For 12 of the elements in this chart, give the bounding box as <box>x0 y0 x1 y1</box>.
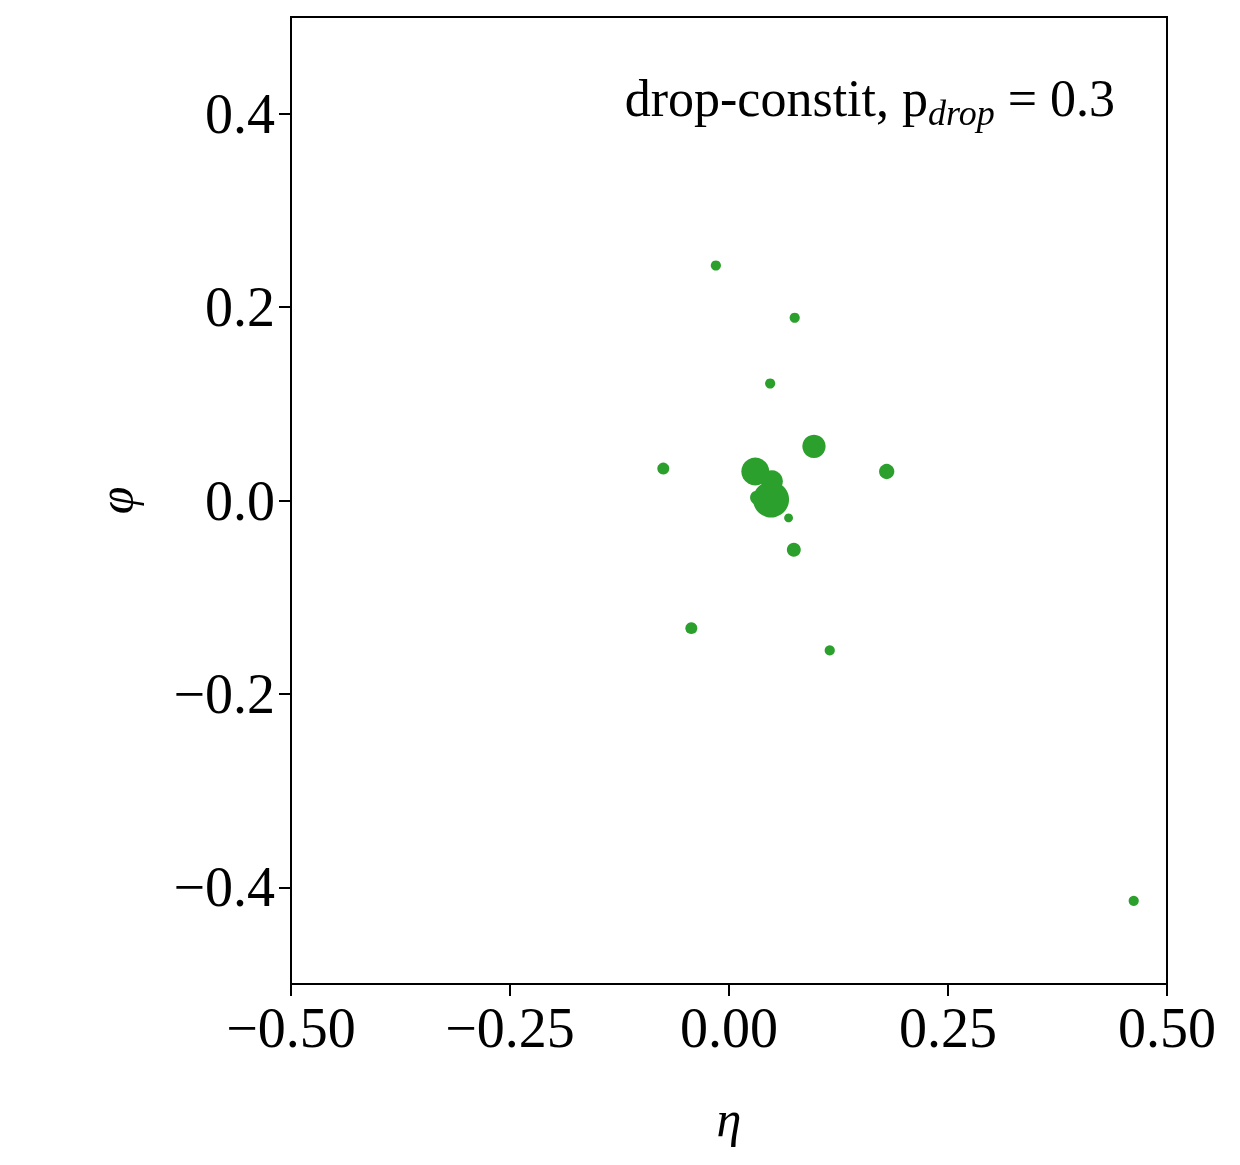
x-tick-label: −0.50 <box>226 997 356 1059</box>
x-axis-title: η <box>716 1091 742 1147</box>
y-tick-label: 0.2 <box>205 276 275 339</box>
x-tick-label: −0.25 <box>445 997 575 1059</box>
y-tick-label: −0.2 <box>173 662 275 725</box>
y-tick-label: −0.4 <box>173 856 275 919</box>
y-axis-title: φ <box>88 486 144 515</box>
x-tick-label: 0.00 <box>680 997 778 1059</box>
x-tick-label: 0.25 <box>899 997 997 1059</box>
y-tick-label: 0.0 <box>205 469 275 532</box>
x-tick-label: 0.50 <box>1118 997 1216 1059</box>
y-tick-label: 0.4 <box>205 82 275 145</box>
